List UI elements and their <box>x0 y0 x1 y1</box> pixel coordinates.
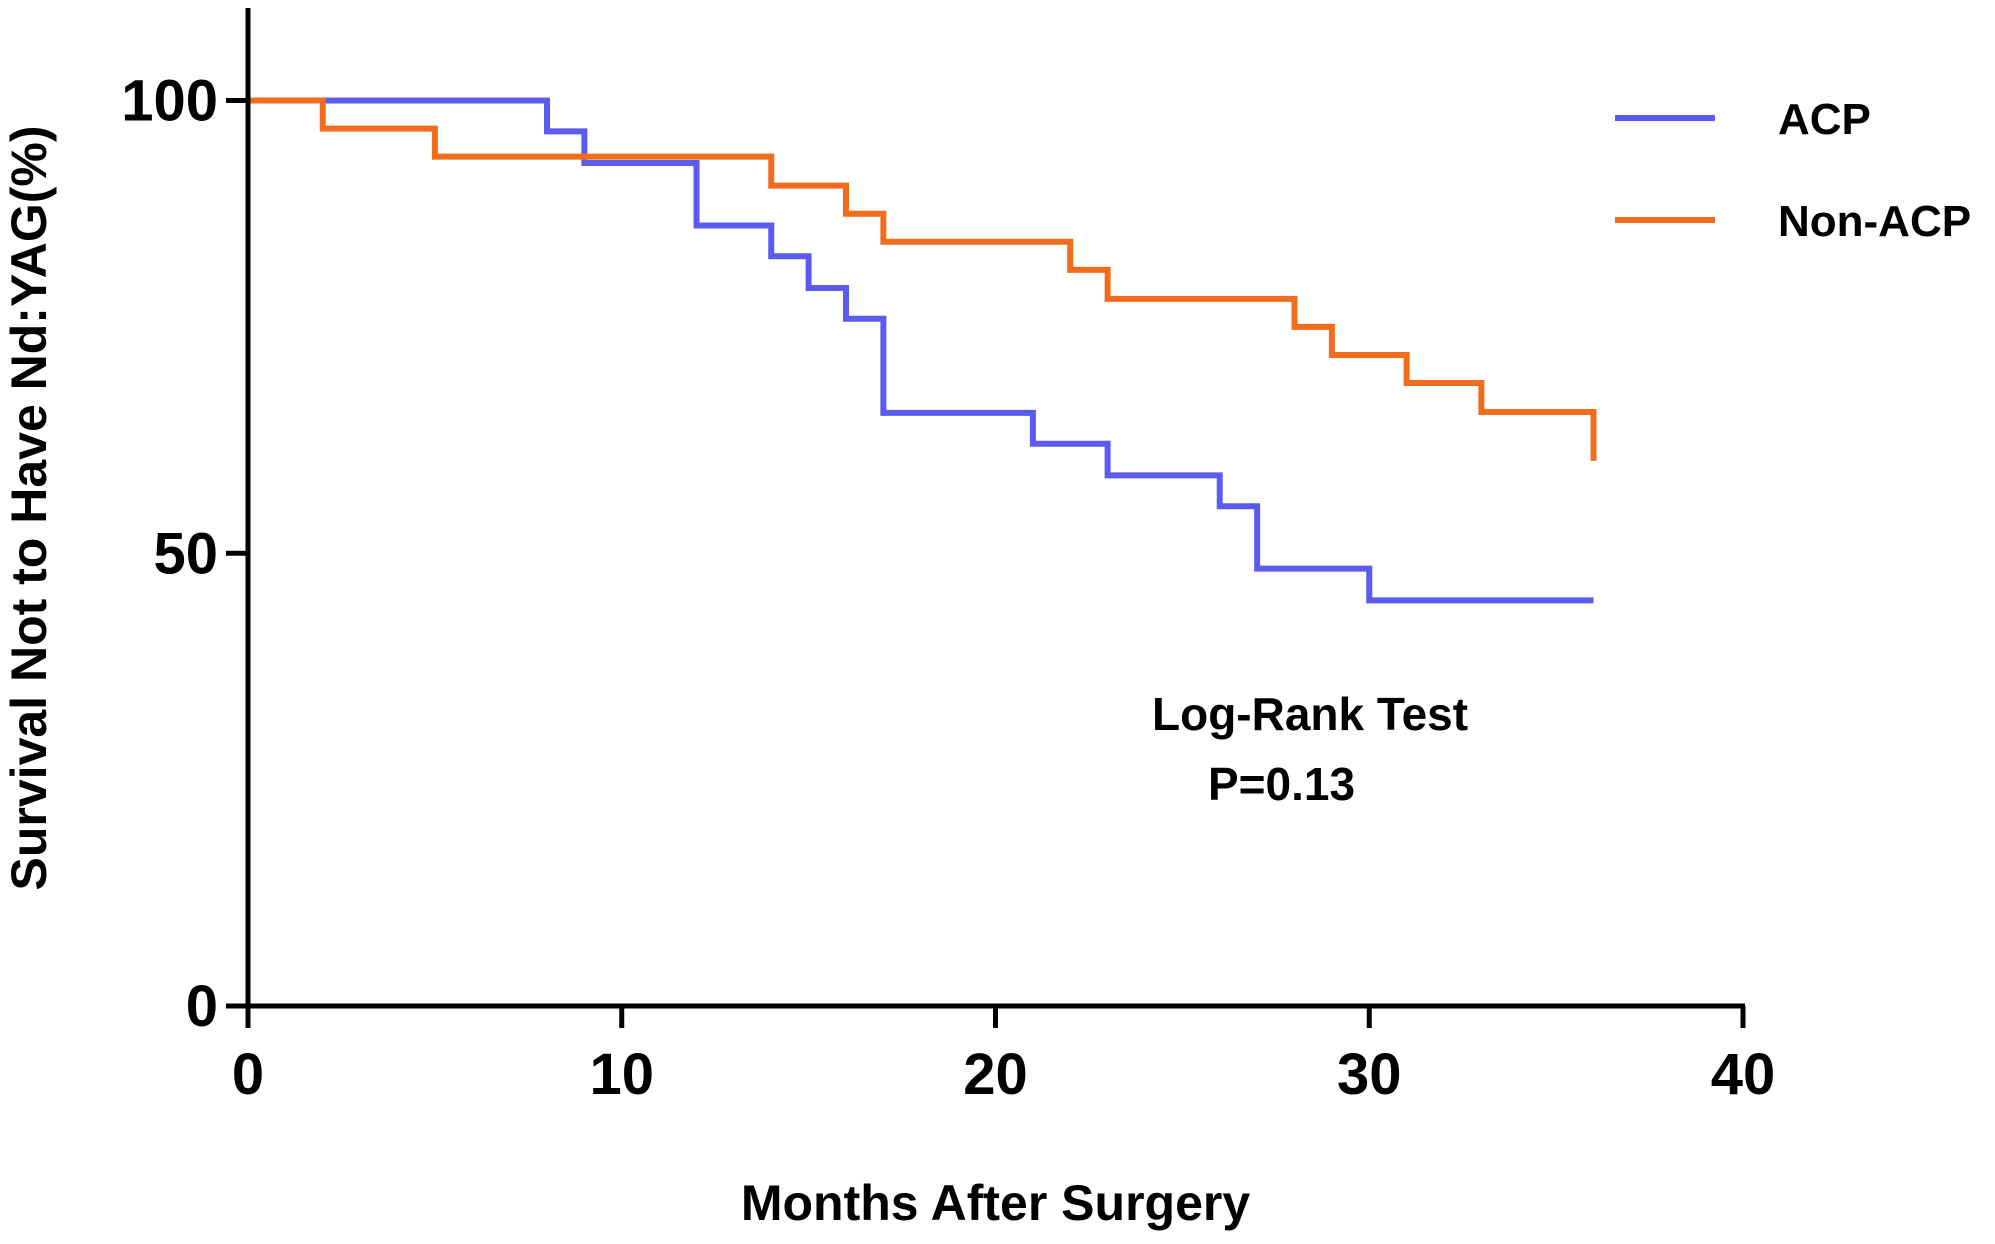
series-line-acp <box>248 97 1594 604</box>
legend-label-non-acp: Non-ACP <box>1778 197 1971 246</box>
x-tick-label-30: 30 <box>1337 1042 1402 1107</box>
x-axis-title: Months After Surgery <box>741 1175 1250 1231</box>
y-tick-label-0: 0 <box>186 974 218 1039</box>
series-layer <box>248 97 1597 604</box>
ticks-layer: 0 10 20 30 40 0 50 100 <box>121 69 1775 1107</box>
legend-label-acp: ACP <box>1778 95 1871 144</box>
log-rank-label: Log-Rank Test <box>1152 688 1468 740</box>
y-axis-title: Survival Not to Have Nd:YAG(%) <box>1 126 57 891</box>
series-line-non-acp <box>248 97 1597 461</box>
legend: ACP Non-ACP <box>1615 95 1971 246</box>
x-tick-label-0: 0 <box>232 1042 264 1107</box>
y-tick-label-100: 100 <box>121 69 218 134</box>
p-value-label: P=0.13 <box>1208 758 1355 810</box>
x-tick-label-10: 10 <box>589 1042 654 1107</box>
x-tick-label-40: 40 <box>1711 1042 1776 1107</box>
x-tick-label-20: 20 <box>963 1042 1028 1107</box>
y-tick-label-50: 50 <box>153 521 218 586</box>
